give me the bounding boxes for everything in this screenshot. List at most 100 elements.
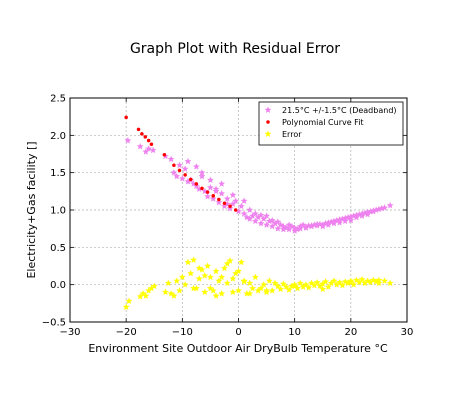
y-tick-label: −0.5: [42, 318, 66, 329]
deadband-point: [212, 187, 220, 195]
error-point: [280, 280, 287, 287]
deadband-point: [285, 221, 293, 228]
deadband-point: [347, 216, 355, 224]
error-point: [173, 277, 181, 284]
curve-fit-point: [136, 127, 141, 132]
error-point: [251, 273, 259, 281]
deadband-point: [381, 204, 388, 211]
error-point: [176, 287, 183, 294]
deadband-point: [167, 155, 175, 163]
curve-fit-point: [124, 115, 128, 120]
error-point: [215, 277, 223, 284]
deadband-point: [313, 220, 321, 228]
curve-fit-point: [217, 197, 221, 202]
error-point: [375, 279, 383, 287]
axis-ticks: −30 −20 −10 0 10 20 30 −0.5 0.0 0.5 1.0 1.5 2.0 2.5: [42, 94, 414, 339]
deadband-point: [386, 201, 394, 209]
y-tick-label: 2.0: [50, 131, 66, 142]
error-point: [125, 297, 133, 304]
curve-fit-point: [146, 138, 151, 143]
error-point: [305, 284, 313, 291]
error-point: [347, 278, 355, 286]
deadband-point: [232, 197, 240, 204]
error-point: [381, 277, 388, 284]
error-point: [206, 273, 214, 281]
x-tick-label: 0: [235, 327, 241, 338]
error-point: [187, 269, 195, 277]
deadband-point: [181, 165, 189, 172]
deadband-point: [145, 145, 153, 152]
error-point: [260, 281, 268, 288]
curve-fit-point: [183, 173, 187, 177]
deadband-point: [302, 224, 310, 231]
error-point: [319, 285, 327, 293]
deadband-point: [336, 219, 344, 226]
curve-fit-point: [177, 168, 182, 173]
deadband-point: [257, 211, 265, 219]
error-point: [195, 275, 203, 282]
error-point: [310, 281, 318, 289]
series-0: [124, 136, 394, 234]
error-point: [212, 267, 220, 275]
y-tick-label: 1.0: [50, 206, 66, 217]
error-point: [313, 278, 321, 286]
error-point: [223, 260, 231, 267]
error-point: [162, 288, 169, 296]
data-series: [122, 115, 394, 310]
y-tick-label: 2.5: [50, 94, 66, 105]
error-point: [190, 256, 197, 263]
x-tick-label: −10: [172, 327, 193, 338]
curve-fit-point: [149, 142, 154, 147]
deadband-point: [142, 148, 150, 155]
deadband-point: [246, 206, 254, 213]
deadband-point: [206, 184, 214, 191]
deadband-point: [274, 225, 282, 232]
error-point: [322, 278, 329, 285]
x-axis-label: Environment Site Outdoor Air DryBulb Tem…: [88, 342, 388, 355]
legend-marker: [264, 130, 272, 137]
error-point: [122, 303, 130, 310]
curve-fit-point: [211, 194, 215, 198]
error-point: [257, 284, 265, 292]
x-tick-label: 10: [288, 327, 301, 338]
deadband-point: [173, 172, 181, 180]
legend-label: Error: [282, 130, 302, 139]
deadband-point: [198, 169, 206, 176]
error-point: [201, 272, 209, 279]
error-point: [206, 284, 214, 292]
deadband-point: [364, 210, 372, 218]
error-point: [277, 285, 285, 293]
error-point: [330, 277, 338, 284]
deadband-point: [358, 212, 366, 219]
legend-box: [258, 101, 404, 146]
error-point: [249, 284, 256, 292]
curve-fit-point: [162, 152, 167, 157]
deadband-point: [324, 221, 332, 228]
error-point: [181, 281, 189, 288]
deadband-point: [212, 185, 220, 192]
error-point: [178, 273, 186, 281]
error-point: [195, 264, 203, 272]
error-point: [150, 282, 158, 290]
deadband-point: [136, 142, 144, 150]
x-tick-label: −30: [59, 327, 80, 338]
deadband-point: [240, 197, 248, 204]
y-tick-label: 0.0: [50, 280, 66, 291]
series-1: [124, 115, 238, 212]
deadband-point: [263, 212, 271, 219]
deadband-point: [369, 207, 377, 215]
deadband-point: [308, 222, 315, 229]
deadband-point: [257, 219, 265, 227]
curve-fit-point: [205, 190, 210, 194]
error-point: [338, 281, 346, 289]
deadband-point: [280, 225, 287, 233]
deadband-point: [192, 163, 200, 170]
deadband-point: [251, 210, 259, 217]
deadband-point: [124, 136, 132, 144]
deadband-point: [206, 176, 214, 184]
deadband-point: [184, 157, 192, 165]
error-point: [265, 277, 273, 284]
legend-label: 21.5°C +/-1.5°C (Deadband): [282, 106, 397, 115]
deadband-point: [198, 172, 206, 180]
